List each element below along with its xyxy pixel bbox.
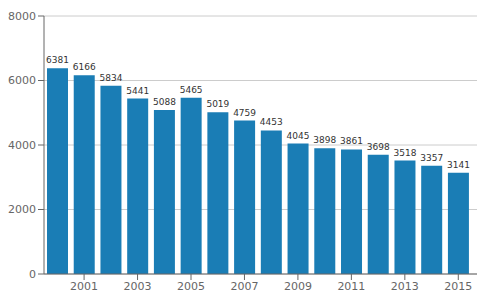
svg-text:2015: 2015 xyxy=(444,280,472,293)
svg-text:5019: 5019 xyxy=(206,99,229,109)
svg-text:5834: 5834 xyxy=(100,73,123,83)
svg-text:2007: 2007 xyxy=(230,280,258,293)
svg-text:3698: 3698 xyxy=(367,142,390,152)
svg-text:2003: 2003 xyxy=(124,280,152,293)
svg-text:2005: 2005 xyxy=(177,280,205,293)
svg-text:4759: 4759 xyxy=(233,108,256,118)
svg-text:5441: 5441 xyxy=(126,86,149,96)
svg-text:2001: 2001 xyxy=(70,280,98,293)
svg-text:3898: 3898 xyxy=(313,135,336,145)
svg-text:6381: 6381 xyxy=(46,55,69,65)
svg-text:3141: 3141 xyxy=(447,160,470,170)
svg-text:3357: 3357 xyxy=(420,153,443,163)
svg-text:6166: 6166 xyxy=(73,62,96,72)
svg-text:2011: 2011 xyxy=(337,280,365,293)
svg-text:8000: 8000 xyxy=(8,10,36,23)
svg-text:5088: 5088 xyxy=(153,97,176,107)
svg-text:2000: 2000 xyxy=(8,203,36,216)
svg-text:4000: 4000 xyxy=(8,139,36,152)
svg-text:3861: 3861 xyxy=(340,136,363,146)
svg-text:3518: 3518 xyxy=(394,148,417,158)
svg-text:4453: 4453 xyxy=(260,117,283,127)
svg-text:6000: 6000 xyxy=(8,74,36,87)
svg-text:0: 0 xyxy=(29,268,36,281)
svg-text:2013: 2013 xyxy=(391,280,419,293)
svg-text:2009: 2009 xyxy=(284,280,312,293)
svg-text:5465: 5465 xyxy=(180,85,203,95)
svg-text:4045: 4045 xyxy=(287,131,310,141)
